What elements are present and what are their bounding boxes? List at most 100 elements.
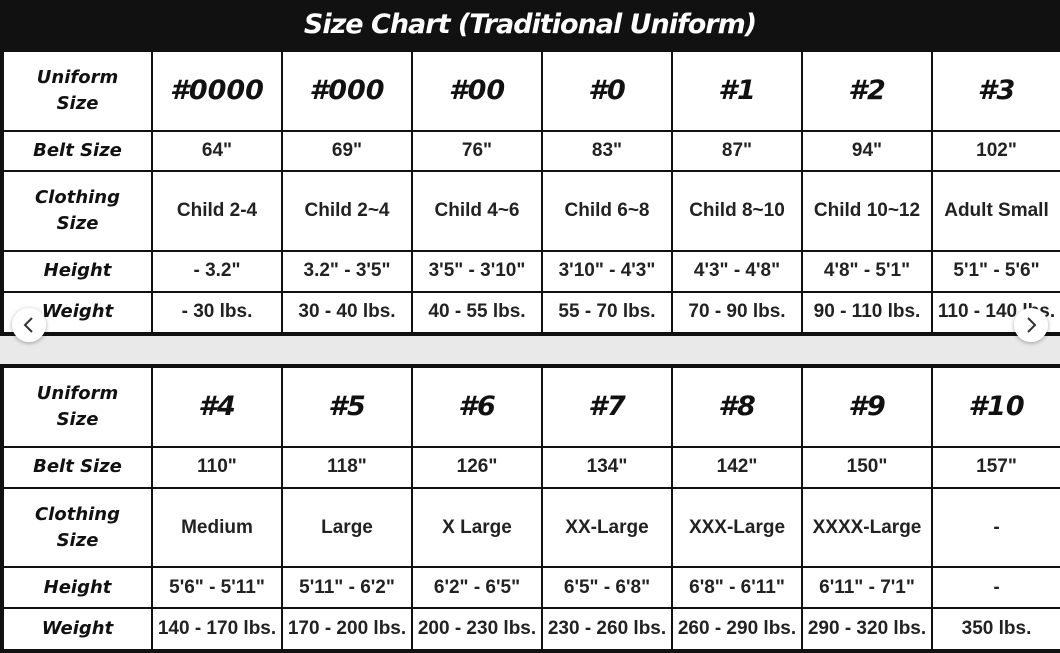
cell-text: 110" xyxy=(197,456,237,478)
row-header: Height xyxy=(1,249,153,293)
cell: XX-Large xyxy=(541,486,673,569)
table-row: Weight 140 - 170 lbs. 170 - 200 lbs. 200 - … xyxy=(1,607,1060,652)
table-row: Uniform Size #0000 #000 #00 #0 #1 #2 #3 xyxy=(1,49,1060,132)
cell: Child 2-4 xyxy=(151,170,283,252)
cell-text: 110 - 140 lbs. xyxy=(937,301,1056,323)
cell: 6'8" - 6'11" xyxy=(671,566,803,610)
cell-text: 69" xyxy=(331,139,363,161)
cell-text: 94" xyxy=(851,139,883,161)
cell: Child 6~8 xyxy=(541,170,673,252)
table-row: Belt Size 110" 118" 126" 134" 142" 150" 157" xyxy=(1,445,1060,489)
cell-text: #0000 xyxy=(170,74,264,106)
cell-text: 4'3" - 4'8" xyxy=(693,260,781,282)
cell-text: 70 - 90 lbs. xyxy=(688,301,786,323)
table-row: Clothing Size Child 2-4 Child 2~4 Child 4~6… xyxy=(1,170,1060,252)
cell-text: 6'11" - 7'1" xyxy=(819,576,915,598)
uniform-size: #4 xyxy=(151,365,283,448)
cell: 5'1" - 5'6" xyxy=(931,249,1060,293)
cell-text: - 3.2" xyxy=(193,260,241,282)
cell-text: 90 - 110 lbs. xyxy=(813,301,921,323)
uniform-size: #8 xyxy=(671,365,803,448)
cell: - xyxy=(931,566,1060,610)
cell: 3.2" - 3'5" xyxy=(281,249,413,293)
cell-text: 87" xyxy=(721,139,753,161)
cell-text: 200 - 230 lbs. xyxy=(417,618,537,640)
cell: 142" xyxy=(671,445,803,489)
cell: 55 - 70 lbs. xyxy=(541,290,673,336)
cell: Large xyxy=(281,486,413,569)
table-row: Height 5'6" - 5'11" 5'11" - 6'2" 6'2" - 6'5… xyxy=(1,566,1060,610)
uniform-size: #2 xyxy=(801,49,933,132)
cell: 4'3" - 4'8" xyxy=(671,249,803,293)
cell-text: #3 xyxy=(977,74,1016,106)
cell-text: #000 xyxy=(309,74,385,106)
cell-text: Medium xyxy=(181,516,253,538)
table-row: Weight - 30 lbs. 30 - 40 lbs. 40 - 55 lbs. 5… xyxy=(1,290,1060,336)
cell-text: 6'5" - 6'8" xyxy=(563,576,651,598)
cell: 150" xyxy=(801,445,933,489)
cell: - 30 lbs. xyxy=(151,290,283,336)
row-header: Belt Size xyxy=(1,445,153,489)
row-header: Clothing Size xyxy=(1,486,153,569)
cell-text: 55 - 70 lbs. xyxy=(558,301,656,323)
row-header: Uniform Size xyxy=(1,49,153,132)
cell-text: 150" xyxy=(846,456,888,478)
cell: Child 4~6 xyxy=(411,170,543,252)
cell-text: Child 10~12 xyxy=(813,200,921,221)
cell-text: Belt Size xyxy=(33,456,122,478)
cell: Medium xyxy=(151,486,283,569)
cell: X Large xyxy=(411,486,543,569)
cell-text: #1 xyxy=(718,74,756,106)
table-row: Belt Size 64" 69" 76" 83" 87" 94" 102" xyxy=(1,129,1060,173)
cell: 87" xyxy=(671,129,803,173)
cell-text: 126" xyxy=(456,456,498,478)
cell-text: #00 xyxy=(448,74,506,106)
cell-text: XXX-Large xyxy=(688,516,786,538)
cell: - 3.2" xyxy=(151,249,283,293)
cell-text: Height xyxy=(43,576,112,598)
cell-text: Large xyxy=(321,516,373,538)
cell-text: 40 - 55 lbs. xyxy=(428,301,526,323)
cell: 118" xyxy=(281,445,413,489)
cell-text: #6 xyxy=(458,390,496,422)
cell-text: 170 - 200 lbs. xyxy=(287,618,407,640)
cell: 110" xyxy=(151,445,283,489)
cell: 290 - 320 lbs. xyxy=(801,607,933,652)
cell: 90 - 110 lbs. xyxy=(801,290,933,336)
cell: - xyxy=(931,486,1060,569)
chart-title: Size Chart (Traditional Uniform) xyxy=(0,0,1060,48)
cell-text: 3'5" - 3'10" xyxy=(428,260,526,282)
uniform-size: #3 xyxy=(931,49,1060,132)
cell-text: 134" xyxy=(586,456,628,478)
cell: 200 - 230 lbs. xyxy=(411,607,543,652)
cell: Child 8~10 xyxy=(671,170,803,252)
cell-text: 118" xyxy=(327,456,367,478)
cell: XXX-Large xyxy=(671,486,803,569)
cell: 3'10" - 4'3" xyxy=(541,249,673,293)
cell-text: 230 - 260 lbs. xyxy=(547,618,667,640)
cell-text: 64" xyxy=(201,139,233,161)
cell-text: 5'6" - 5'11" xyxy=(169,576,265,598)
cell-text: 83" xyxy=(591,139,623,161)
row-header: Height xyxy=(1,566,153,610)
cell: 6'5" - 6'8" xyxy=(541,566,673,610)
cell: 230 - 260 lbs. xyxy=(541,607,673,652)
cell-text: 76" xyxy=(461,139,493,161)
row-header: Weight xyxy=(1,290,153,336)
cell-text: Height xyxy=(43,260,112,282)
cell-text: 30 - 40 lbs. xyxy=(298,301,396,323)
cell-text: Adult Small xyxy=(944,200,1049,221)
cell-text: - xyxy=(993,516,1000,538)
cell-text: #10 xyxy=(968,390,1025,422)
cell-text: #8 xyxy=(718,390,756,422)
cell-text: Child 4~6 xyxy=(434,200,520,221)
cell: 6'2" - 6'5" xyxy=(411,566,543,610)
cell-text: Weight xyxy=(41,301,114,323)
cell: 64" xyxy=(151,129,283,173)
cell: 30 - 40 lbs. xyxy=(281,290,413,336)
cell-text: Uniform Size xyxy=(36,66,119,114)
uniform-size: #1 xyxy=(671,49,803,132)
uniform-size: #10 xyxy=(931,365,1060,448)
cell: 6'11" - 7'1" xyxy=(801,566,933,610)
